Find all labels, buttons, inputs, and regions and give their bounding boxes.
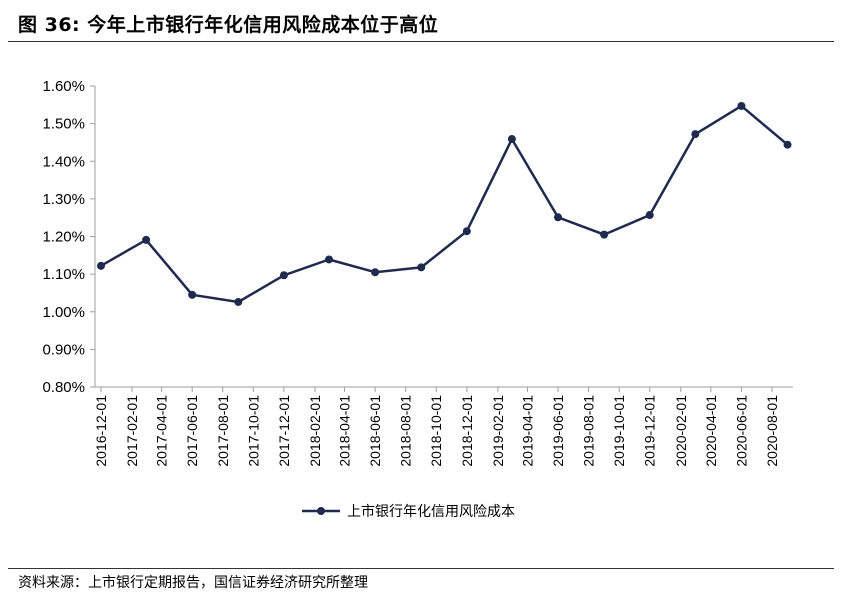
x-tick-label: 2018-02-01 — [307, 395, 323, 467]
x-tick-label: 2017-08-01 — [215, 395, 231, 467]
x-tick-label: 2017-06-01 — [184, 395, 200, 467]
x-tick-label: 2017-02-01 — [124, 395, 140, 467]
x-tick-label: 2018-06-01 — [367, 395, 383, 467]
y-tick-label: 0.80% — [42, 379, 85, 396]
x-tick-label: 2018-04-01 — [337, 395, 353, 467]
x-tick-label: 2019-10-01 — [611, 395, 627, 467]
x-tick-label: 2019-08-01 — [581, 395, 597, 467]
x-tick-label: 2018-08-01 — [398, 395, 414, 467]
line-chart: 0.80% 0.90% 1.00% 1.10% 1.20% 1.30% 1.40% 1.50%… — [42, 78, 793, 520]
data-point — [462, 227, 471, 236]
y-tick-label: 1.60% — [42, 78, 85, 95]
x-tick-label: 2016-12-01 — [93, 395, 109, 467]
x-tick-label: 2020-06-01 — [733, 395, 749, 467]
x-tick-label: 2020-08-01 — [764, 395, 780, 467]
y-tick-label: 1.20% — [42, 229, 85, 246]
title-rule — [8, 41, 834, 42]
y-tick-label: 0.90% — [42, 341, 85, 358]
data-point — [645, 211, 654, 220]
y-tick-label: 1.50% — [42, 116, 85, 133]
data-point — [371, 268, 380, 277]
x-tick-label: 2020-04-01 — [703, 395, 719, 467]
data-point — [783, 140, 792, 149]
y-tick-label: 1.40% — [42, 153, 85, 170]
legend-label: 上市银行年化信用风险成本 — [347, 503, 515, 520]
data-point — [737, 101, 746, 110]
x-tick-label: 2019-12-01 — [642, 395, 658, 467]
data-point — [234, 297, 243, 306]
data-point — [691, 130, 700, 139]
source-rule — [8, 568, 834, 569]
series-line — [100, 104, 789, 304]
x-tick-label: 2017-04-01 — [154, 395, 170, 467]
data-point — [325, 255, 334, 264]
figure-title: 图 36: 今年上市银行年化信用风险成本位于高位 — [18, 14, 439, 36]
legend-marker — [317, 507, 325, 515]
x-tick-label: 2020-02-01 — [673, 395, 689, 467]
data-point — [554, 213, 563, 222]
y-tick-label: 1.30% — [42, 191, 85, 208]
data-point — [142, 235, 151, 244]
x-tick-label: 2017-10-01 — [245, 395, 261, 467]
x-tick-label: 2018-12-01 — [459, 395, 475, 467]
y-tick-label: 1.10% — [42, 266, 85, 283]
y-tick-label: 1.00% — [42, 304, 85, 321]
data-point — [417, 263, 426, 272]
data-point — [97, 261, 105, 270]
data-point — [279, 271, 288, 280]
source-note: 资料来源：上市银行定期报告，国信证券经济研究所整理 — [18, 575, 368, 591]
x-tick-label: 2018-10-01 — [428, 395, 444, 467]
data-point — [188, 290, 197, 299]
x-tick-label: 2019-02-01 — [490, 395, 506, 467]
x-tick-label: 2019-06-01 — [550, 395, 566, 467]
x-tick-label: 2017-12-01 — [276, 395, 292, 467]
x-tick-label: 2019-04-01 — [519, 395, 535, 467]
data-point — [600, 230, 609, 239]
data-point — [507, 135, 516, 144]
